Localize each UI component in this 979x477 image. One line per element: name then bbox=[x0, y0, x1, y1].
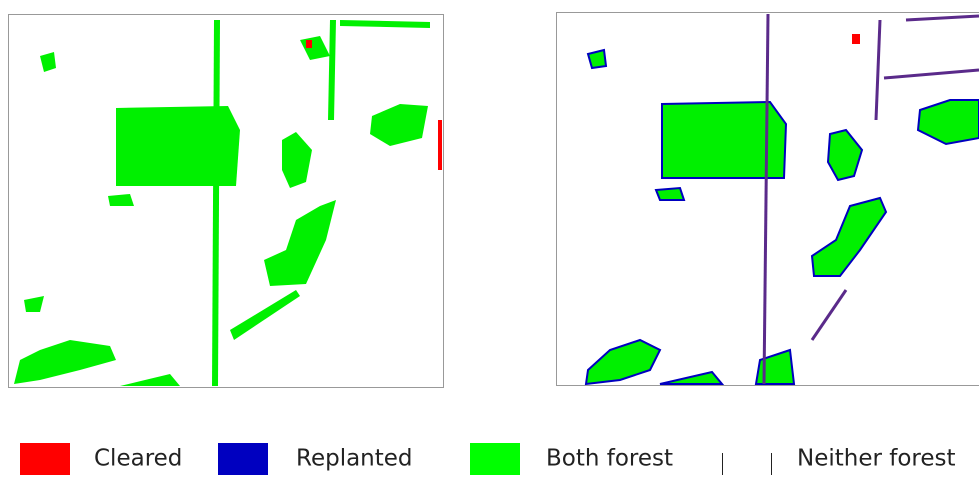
legend-label: Replanted bbox=[296, 446, 413, 472]
map-frame bbox=[9, 15, 444, 388]
legend-label: Both forest bbox=[546, 446, 673, 472]
cleared-patch bbox=[306, 40, 312, 48]
cleared-patch bbox=[852, 34, 860, 44]
legend-label: Cleared bbox=[94, 446, 182, 472]
legend-swatch bbox=[470, 443, 520, 475]
cleared-patch bbox=[438, 120, 442, 170]
legend-label: Neither forest bbox=[797, 446, 956, 472]
legend-swatch bbox=[218, 443, 268, 475]
legend: Cleared Replanted Both forest Neither fores… bbox=[20, 443, 956, 475]
legend-swatch bbox=[20, 443, 70, 475]
right-map bbox=[557, 13, 979, 386]
legend-swatch bbox=[722, 443, 772, 475]
left-map bbox=[9, 15, 444, 388]
figure: Cleared Replanted Both forest Neither fores… bbox=[0, 0, 979, 477]
